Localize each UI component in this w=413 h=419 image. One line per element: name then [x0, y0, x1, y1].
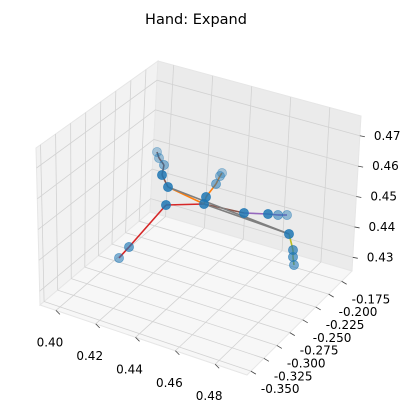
y-tick-mark	[289, 332, 295, 336]
x-tick-mark	[175, 350, 180, 356]
hand-point-m1	[159, 160, 169, 170]
hand-point-i2	[157, 170, 167, 180]
y-grid-line-wall	[70, 123, 72, 279]
y-tick-mark	[263, 357, 270, 362]
z-tick-mark	[358, 165, 364, 168]
hand-edge	[165, 203, 205, 206]
z-tick-label: 0.46	[372, 159, 399, 173]
y-grid-line	[98, 255, 303, 321]
y-tick-mark	[315, 306, 321, 311]
hand-point-r2	[211, 179, 221, 189]
hand-point-t3	[114, 253, 124, 263]
y-tick-label: -0.175	[352, 292, 391, 306]
y-tick-label: -0.300	[287, 356, 326, 370]
hand-point-p2	[263, 209, 273, 219]
y-tick-mark	[328, 293, 334, 298]
chart-title: Hand: Expand	[145, 12, 247, 28]
y-tick-label: -0.350	[261, 382, 300, 396]
z-tick-label: 0.43	[367, 250, 394, 264]
hand-point-p4	[282, 210, 292, 220]
y-grid-line	[125, 232, 329, 295]
y-tick-label: -0.250	[313, 331, 352, 345]
y-grid-line-wall	[125, 80, 132, 233]
z-grid-line	[37, 109, 359, 200]
hand-point-p1	[239, 208, 249, 218]
y-tick-label: -0.200	[339, 305, 378, 319]
x-tick-label: 0.40	[37, 335, 64, 349]
y-grid-line-wall	[55, 134, 59, 291]
hand-points	[114, 147, 299, 270]
x-grid-line	[95, 227, 205, 325]
y-grid-line-wall	[138, 69, 147, 222]
y-tick-mark	[250, 370, 257, 375]
x-tick-mark	[214, 363, 220, 369]
x-tick-mark	[55, 310, 61, 315]
x-grid-line-wall	[281, 96, 292, 251]
y-grid-line-wall	[111, 91, 117, 245]
axis-panes	[35, 59, 362, 376]
axis-ticks: 0.400.420.440.460.48-0.350-0.325-0.300-0…	[37, 129, 401, 403]
x-grid-line	[55, 216, 166, 311]
x-grid-line-wall	[320, 107, 331, 262]
y-tick-mark	[276, 345, 283, 349]
x-grid-line	[175, 250, 283, 352]
z-grid-line	[37, 139, 357, 230]
y-tick-label: -0.275	[300, 344, 339, 358]
y-tick-mark	[302, 319, 308, 324]
x-tick-label: 0.46	[156, 376, 183, 390]
hand-point-p3	[273, 210, 283, 220]
z-tick-mark	[359, 135, 365, 138]
hand-point-m3	[152, 147, 162, 157]
hand-point-i1	[163, 182, 173, 192]
y-grid-line	[139, 220, 342, 282]
hand-point-l1	[284, 229, 294, 239]
y-grid-line-wall	[97, 101, 102, 256]
z-grid-line	[38, 168, 355, 261]
y-tick-mark	[341, 280, 347, 285]
y-grid-line-wall	[84, 112, 87, 268]
z-grid-line	[39, 198, 353, 292]
x-tick-mark	[135, 337, 140, 342]
hand-edge	[167, 186, 290, 235]
x-tick-label: 0.48	[196, 389, 223, 403]
z-tick-mark	[356, 196, 362, 198]
hand-edge	[156, 151, 160, 159]
hand-point-l4	[289, 260, 299, 270]
z-tick-label: 0.45	[370, 190, 397, 204]
x-grid-line	[135, 238, 244, 338]
z-grid-line	[36, 79, 360, 169]
y-grid-line	[57, 289, 264, 359]
y-grid-line	[111, 243, 316, 308]
hand-edge	[128, 204, 167, 248]
y-grid-line-wall	[40, 144, 45, 302]
y-tick-label: -0.325	[274, 369, 313, 383]
hand-point-m2	[154, 153, 164, 163]
x-grid-line	[214, 261, 322, 365]
hand-point-t2	[124, 242, 134, 252]
hand-point-t1	[161, 200, 171, 210]
x-tick-label: 0.44	[116, 362, 143, 376]
floor-pane	[39, 211, 353, 376]
y-grid-line	[71, 278, 277, 346]
grid-lines	[36, 65, 360, 372]
z-tick-label: 0.44	[369, 220, 396, 234]
hand-point-wrist	[199, 199, 209, 209]
x-tick-mark	[95, 323, 101, 329]
hand-edge	[219, 172, 223, 177]
y-tick-label: -0.225	[326, 318, 365, 332]
hand-point-r3	[215, 171, 225, 181]
z-tick-label: 0.47	[374, 129, 401, 143]
z-tick-mark	[354, 226, 360, 229]
z-tick-mark	[352, 256, 358, 259]
y-grid-line	[84, 266, 290, 334]
x-tick-label: 0.42	[76, 349, 103, 363]
y-grid-line	[43, 301, 252, 372]
